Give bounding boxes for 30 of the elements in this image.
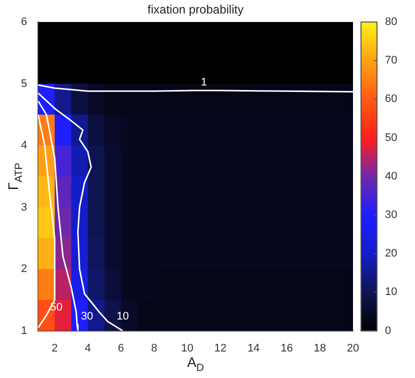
annotation: 10: [116, 310, 129, 323]
x-tick-label: 8: [151, 342, 158, 354]
color-bar-label: 20: [385, 248, 398, 260]
y-tick-label: 3: [20, 201, 28, 214]
color-bar-label: 60: [385, 93, 398, 106]
x-tick-label: 4: [84, 342, 91, 354]
x-tick-label: 12: [214, 342, 227, 354]
chart-title: fixation probability: [148, 2, 244, 16]
x-tick-label: 20: [346, 342, 360, 354]
color-bar-label: 50: [385, 132, 398, 144]
x-tick-label: 16: [280, 342, 293, 354]
x-tick-label: 14: [247, 342, 260, 354]
color-bar-label: 30: [385, 209, 398, 222]
color-bar-label: 70: [385, 54, 398, 67]
color-bar-label: 10: [385, 286, 398, 298]
y-tick-label: 1: [20, 324, 28, 337]
color-bar-label: 80: [385, 16, 398, 28]
y-axis-title: ΓATP: [4, 162, 25, 190]
y-tick-label: 2: [20, 263, 28, 276]
y-tick-label: 6: [20, 16, 28, 28]
y-tick-label: 5: [20, 78, 28, 90]
color-bar-label: 0: [385, 324, 392, 337]
color-bar-label: 40: [385, 170, 398, 182]
x-tick-label: 2: [52, 342, 58, 354]
annotation: 30: [80, 310, 94, 323]
x-tick-label: 6: [118, 342, 124, 354]
annotation: 1: [200, 76, 207, 89]
x-tick-label: 18: [314, 342, 326, 354]
x-tick-label: 10: [181, 342, 194, 354]
y-tick-label: 4: [20, 140, 28, 152]
